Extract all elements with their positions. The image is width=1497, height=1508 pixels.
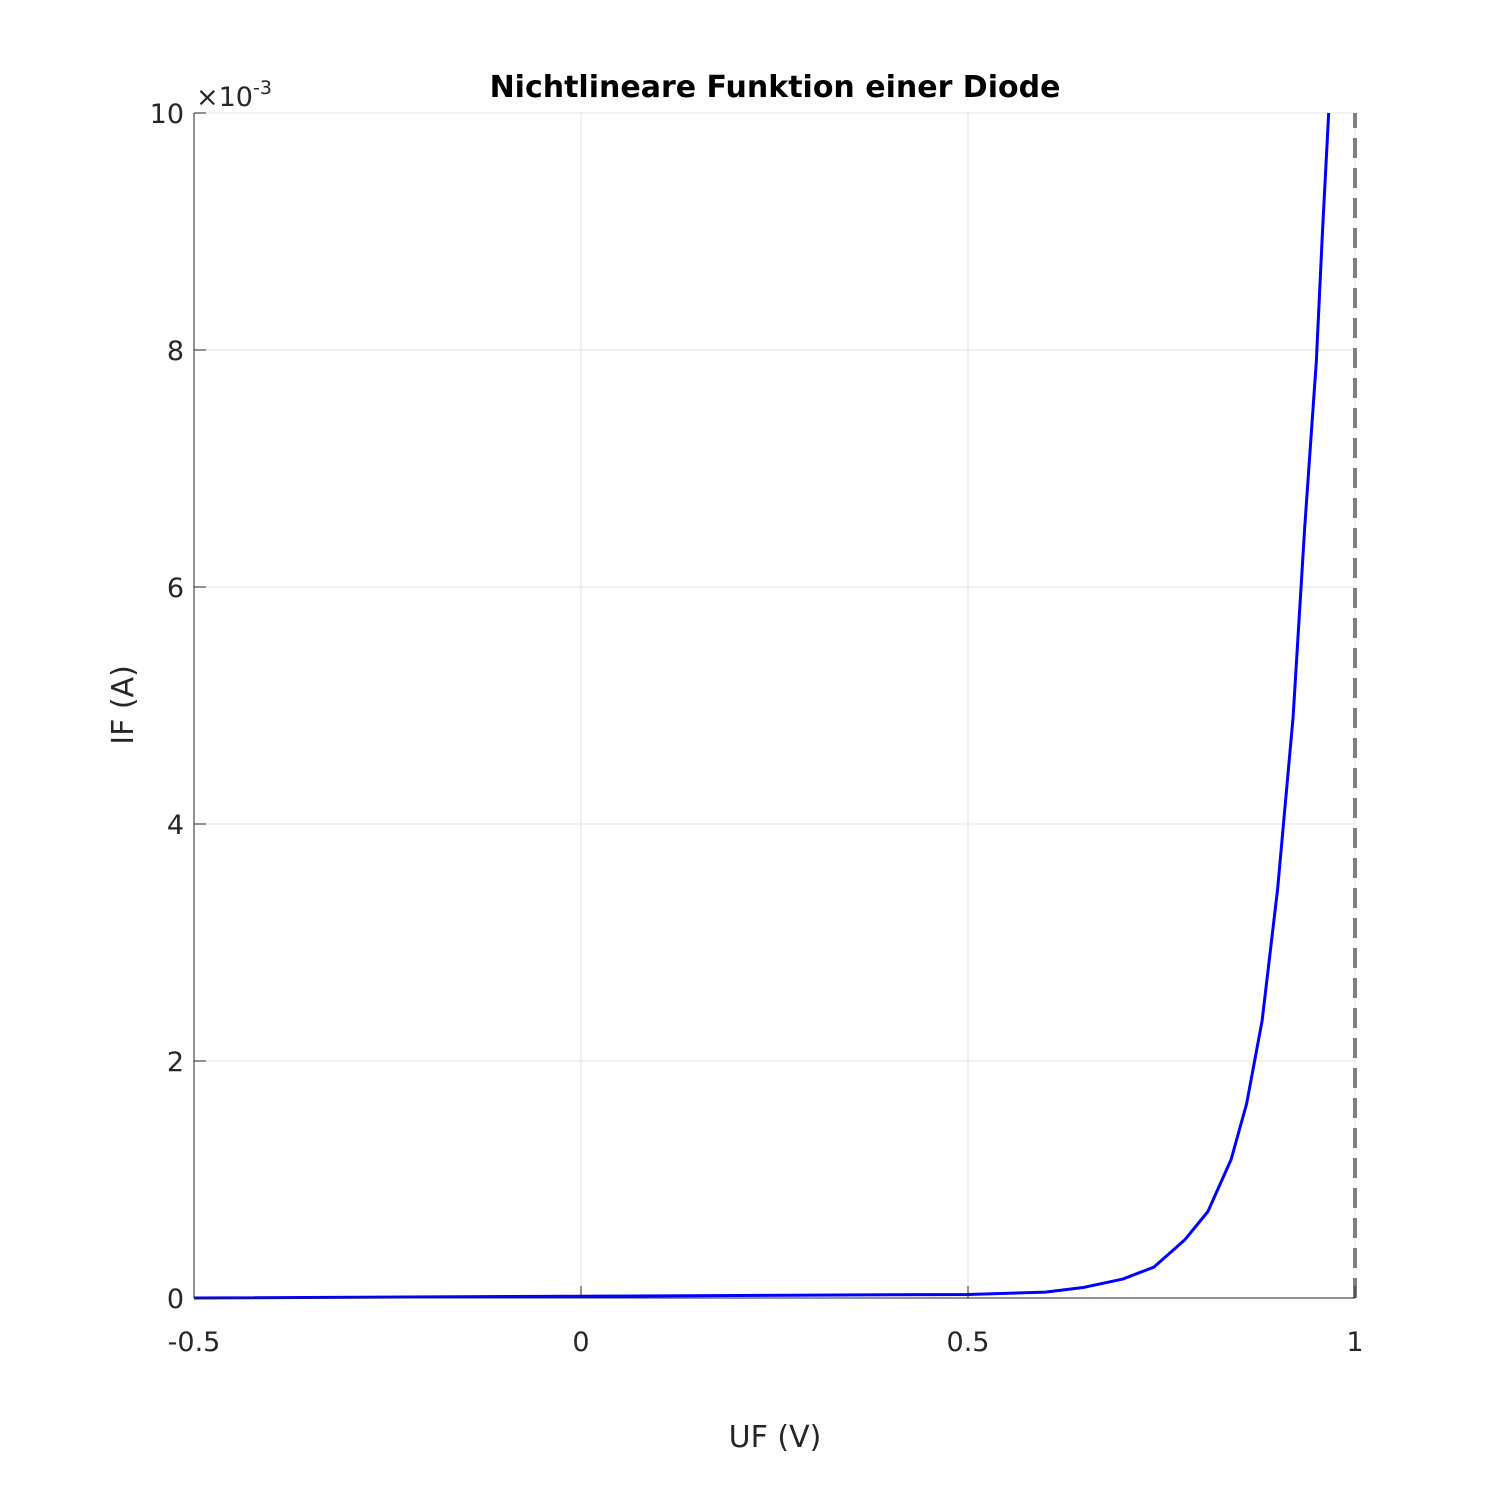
chart-title: Nichtlineare Funktion einer Diode xyxy=(490,70,1061,105)
x-tick-label-3: 1 xyxy=(1346,1327,1363,1358)
x-tick-label-2: 0.5 xyxy=(947,1327,990,1358)
y-exponent-base: ×10 xyxy=(196,82,253,113)
y-tick-label-0: 0 xyxy=(167,1284,184,1315)
axes-layer xyxy=(193,113,1355,1299)
series-line-0 xyxy=(193,112,1331,1300)
grid xyxy=(193,112,1356,1299)
y-tick-label-5: 10 xyxy=(150,99,184,130)
y-axis-label: IF (A) xyxy=(106,665,141,745)
y-exponent-label: ×10-3 xyxy=(196,77,272,113)
x-tick-label-1: 0 xyxy=(572,1327,589,1358)
y-tick-label-2: 4 xyxy=(167,810,184,841)
x-tick-label-0: -0.5 xyxy=(168,1327,221,1358)
y-tick-label-4: 8 xyxy=(167,336,184,367)
y-tick-label-3: 6 xyxy=(167,573,184,604)
y-exponent-power: -3 xyxy=(253,77,272,99)
plot-area xyxy=(194,113,1355,1298)
x-axis-label: UF (V) xyxy=(729,1420,822,1455)
y-tick-label-1: 2 xyxy=(167,1047,184,1078)
series-layer xyxy=(193,112,1357,1300)
